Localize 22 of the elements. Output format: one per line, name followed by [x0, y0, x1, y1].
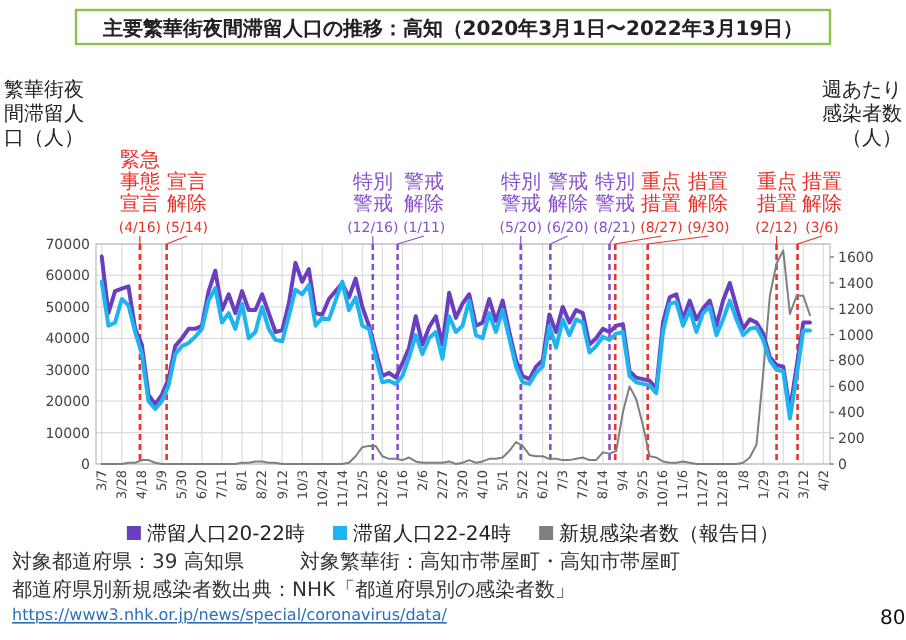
chart-title: 主要繁華街夜間滞留人口の推移：高知（2020年3月1日〜2022年3月19日） [100, 17, 804, 41]
legend-label: 滞留人口22-24時 [353, 522, 512, 546]
legend-label: 新規感染者数（報告日） [559, 522, 780, 546]
ref-line-label: 緊急事態宣言(4/16) [118, 150, 162, 236]
ref-line-label: 警戒解除(1/11) [402, 172, 446, 236]
ref-line-label: 特別警戒(5/20) [499, 172, 542, 236]
ref-line-label: 措置解除(9/30) [687, 172, 730, 236]
ref-line-label: 警戒解除(6/20) [546, 172, 589, 236]
text: 対象繁華街：高知市帯屋町・高知市帯屋町 [300, 550, 680, 574]
y2-axis-title: 週あたり感染者数（人） [822, 80, 902, 150]
ref-line-label: 措置解除(3/6) [802, 172, 842, 236]
text: 対象都道府県：39 高知県 [12, 550, 244, 574]
text: 都道府県別新規感染者数出典：NHK「都道府県別の感染者数」 [12, 578, 576, 602]
text: https://www3.nhk.or.jp/news/special/coronavirus/data/ [12, 606, 448, 624]
text: 80 [880, 608, 906, 630]
ref-line-label: 特別警戒(12/16) [347, 172, 399, 236]
ref-line-label: 特別警戒(8/21) [593, 172, 636, 236]
y-axis-title: 繁華街夜間滞留人口（人） [4, 78, 84, 150]
ref-line-label: 宣言解除(5/14) [165, 172, 208, 236]
ref-line-label: 重点措置(8/27) [640, 172, 683, 236]
legend-label: 滞留人口20-22時 [146, 522, 305, 546]
ref-line-label: 重点措置(2/12) [755, 172, 798, 236]
